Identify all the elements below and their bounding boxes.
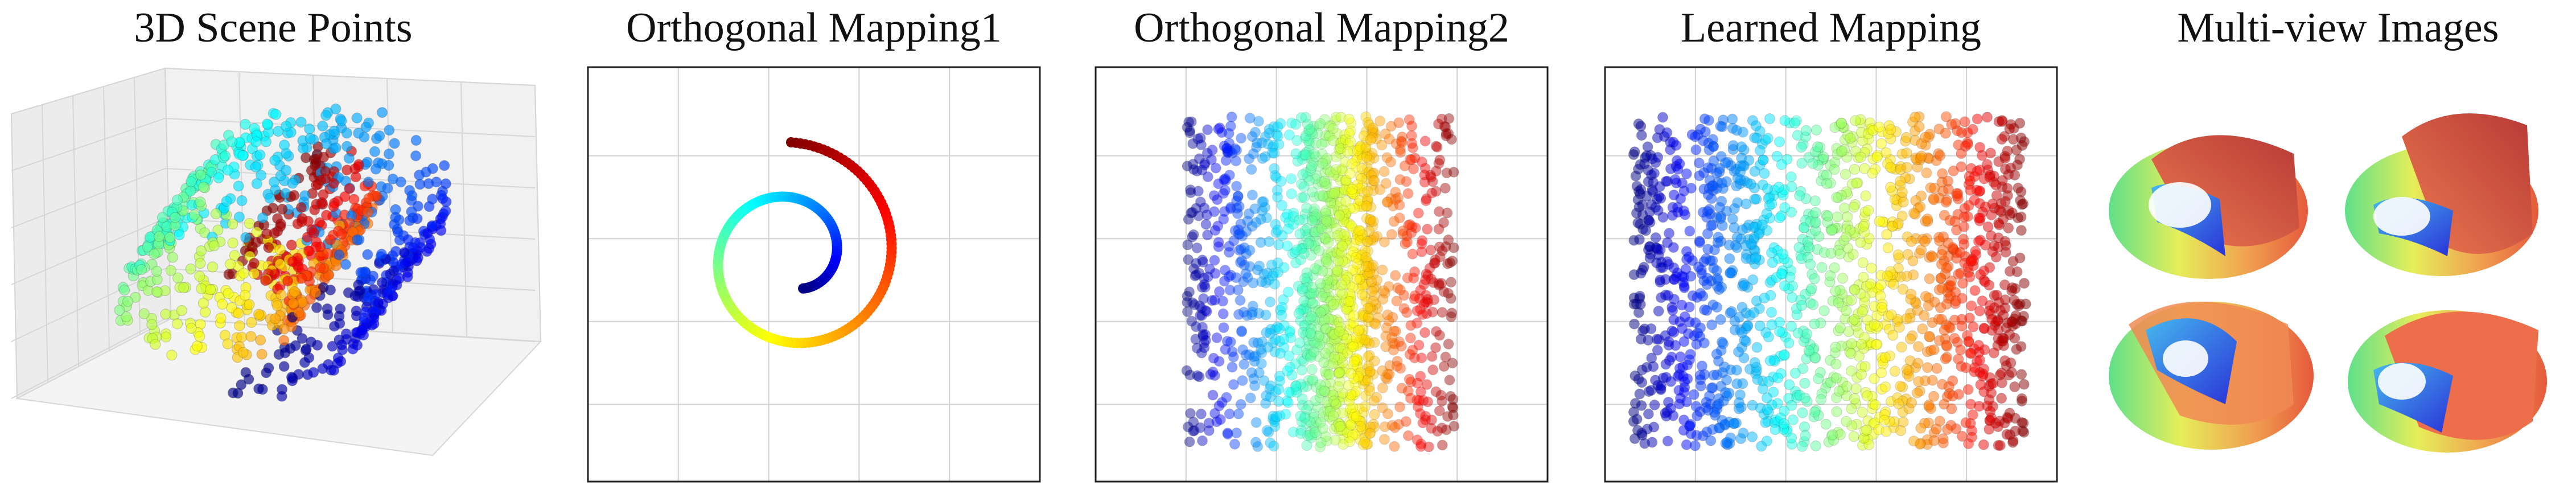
render-view-3 [2109, 302, 2314, 450]
panel-orthogonal-mapping2 [1094, 66, 1549, 483]
render-view-4 [2348, 310, 2547, 453]
panel-title-learned-mapping: Learned Mapping [1680, 5, 1982, 51]
panel-multi-view-images [2109, 113, 2547, 453]
panel-learned-mapping [1604, 66, 2058, 483]
scatter-points-3 [1628, 111, 2031, 452]
plot-frame-3 [1604, 66, 2058, 483]
plot-grid-2 [1096, 67, 1548, 482]
plot-frame-1 [587, 66, 1041, 483]
panel-title-orthogonal-mapping2: Orthogonal Mapping2 [1134, 5, 1509, 51]
panel-orthogonal-mapping1 [587, 66, 1041, 483]
plot-grid-1 [588, 67, 1040, 482]
panel-3d-scene-points [10, 67, 542, 457]
panel-title-orthogonal-mapping1: Orthogonal Mapping1 [626, 5, 1002, 51]
render-view-1 [2109, 135, 2308, 279]
plot-frame-2 [1094, 66, 1549, 483]
panel-title-multi-view-images: Multi-view Images [2177, 5, 2499, 51]
scatter-points-2 [1181, 111, 1460, 453]
render-view-2 [2345, 113, 2538, 276]
spiral-curve [713, 137, 897, 348]
panel-title-3d-scene-points: 3D Scene Points [134, 5, 413, 51]
3d-scatter-points [114, 103, 452, 402]
